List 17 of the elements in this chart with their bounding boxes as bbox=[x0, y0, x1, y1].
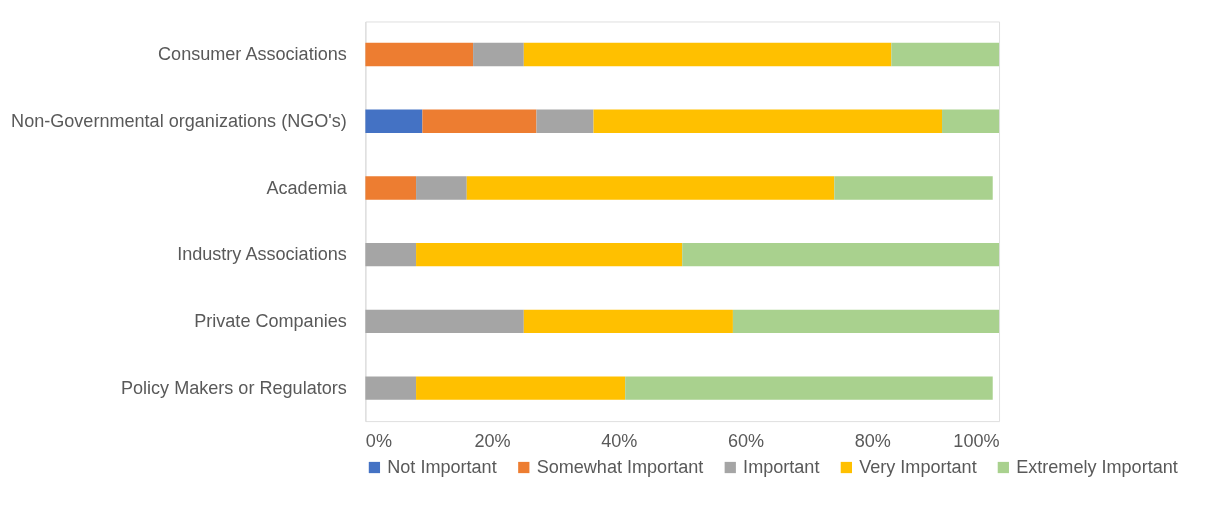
y-tick-label: Non-Governmental organizations (NGO's) bbox=[11, 110, 347, 131]
legend-label: Important bbox=[743, 457, 820, 478]
y-tick-label: Academia bbox=[266, 177, 348, 198]
x-tick-label: 0% bbox=[365, 431, 392, 452]
legend-label: Not Important bbox=[387, 457, 497, 478]
x-tick-label: 100% bbox=[953, 431, 1000, 452]
x-tick-label: 20% bbox=[474, 431, 511, 452]
x-tick-label: 40% bbox=[601, 431, 638, 452]
legend-label: Very Important bbox=[859, 457, 977, 478]
y-tick-label: Industry Associations bbox=[177, 244, 347, 265]
y-tick-label: Consumer Associations bbox=[158, 44, 347, 65]
y-tick-label: Private Companies bbox=[194, 311, 347, 332]
legend-label: Extremely Important bbox=[1016, 457, 1178, 478]
x-tick-label: 80% bbox=[854, 431, 891, 452]
y-tick-label: Policy Makers or Regulators bbox=[120, 377, 347, 398]
legend-label: Somewhat Important bbox=[536, 457, 704, 478]
x-tick-label: 60% bbox=[727, 431, 765, 452]
